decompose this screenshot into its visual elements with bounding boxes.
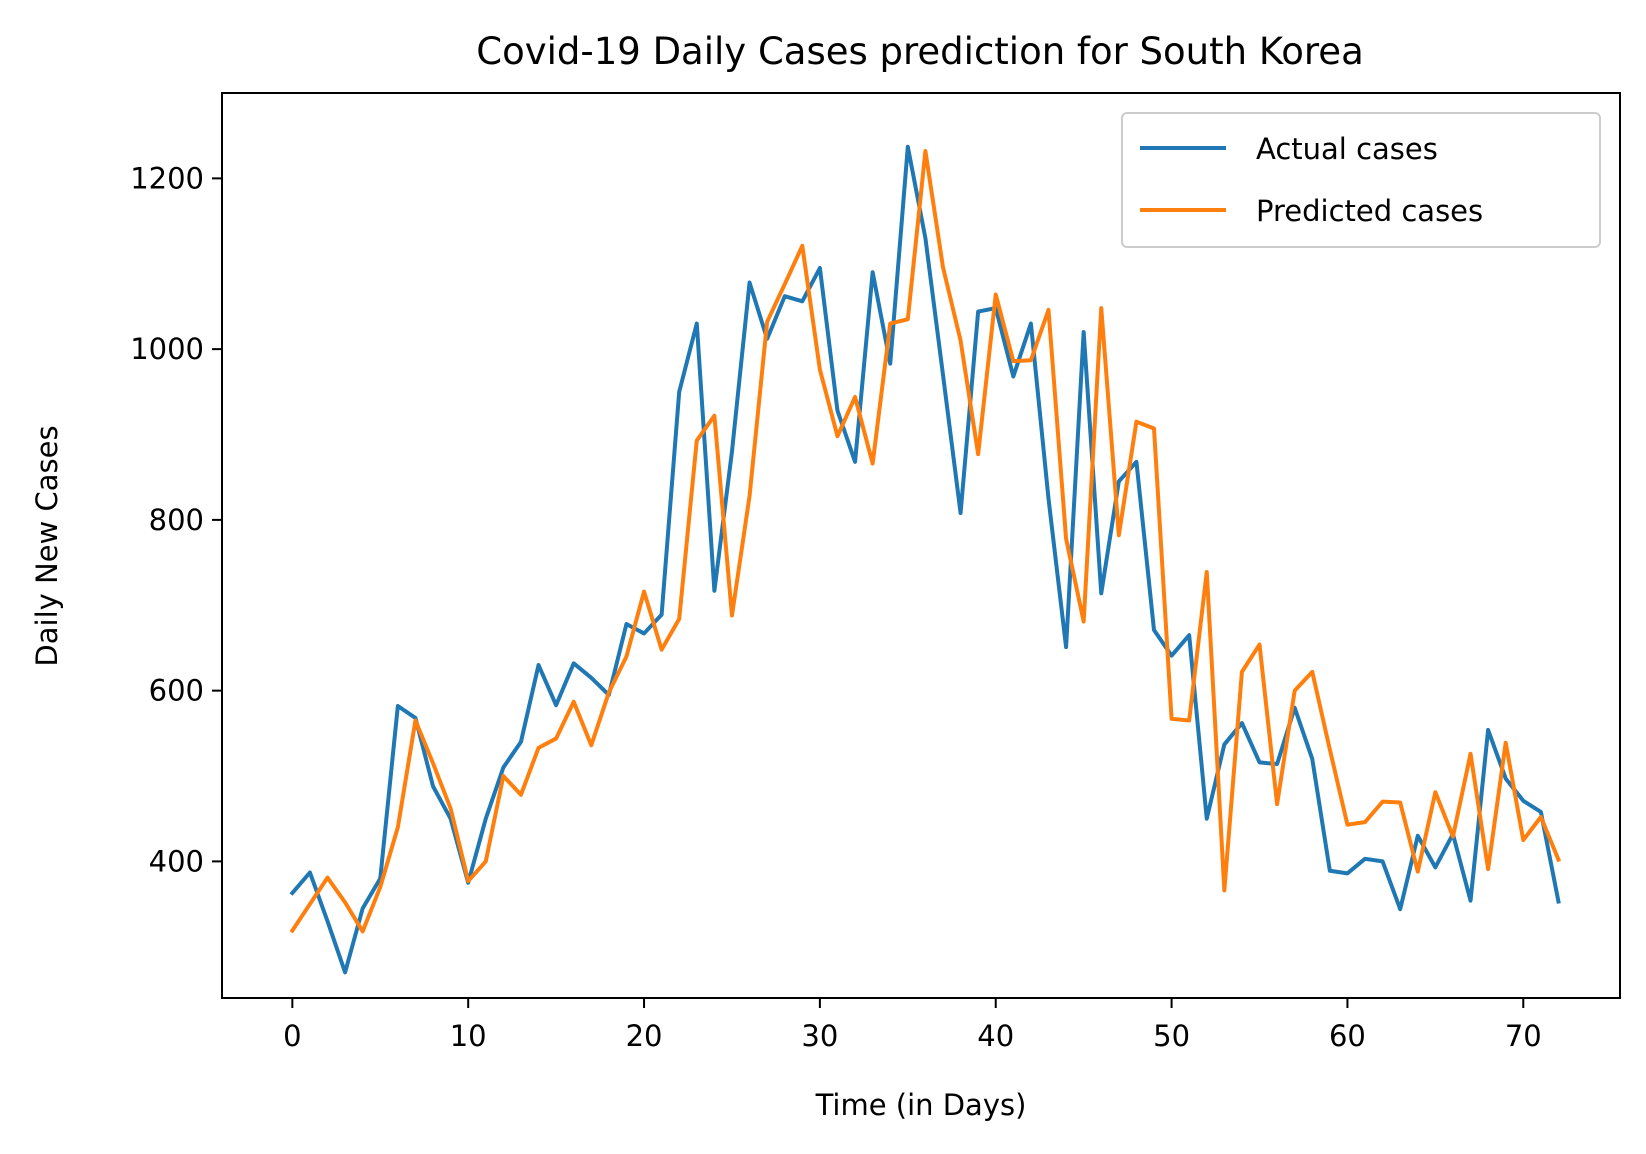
x-tick-label: 60 [1329, 1019, 1366, 1053]
legend-box [1121, 112, 1601, 248]
legend-label-predicted-cases: Predicted cases [1256, 194, 1483, 228]
x-tick-label: 40 [977, 1019, 1014, 1053]
series-line-predicted-cases [289, 149, 1562, 934]
legend: Actual cases Predicted cases [1121, 112, 1601, 248]
y-tick-label: 800 [149, 503, 204, 537]
y-axis: 400 600 800 1000 1200 [130, 161, 222, 878]
plot-frame [221, 92, 1621, 999]
series-layer [289, 144, 1562, 975]
y-tick-label: 1200 [130, 161, 204, 195]
x-tick-label: 30 [801, 1019, 838, 1053]
x-tick-label: 70 [1505, 1019, 1542, 1053]
y-tick-label: 600 [149, 674, 204, 708]
legend-label-actual-cases: Actual cases [1256, 132, 1438, 166]
x-axis: 0 10 20 30 40 50 60 70 [283, 998, 1542, 1053]
x-tick-label: 50 [1153, 1019, 1190, 1053]
x-tick-label: 20 [626, 1019, 663, 1053]
y-tick-label: 1000 [130, 332, 204, 366]
x-tick-label: 0 [283, 1019, 301, 1053]
plot-area [221, 92, 1621, 999]
y-axis-label: Daily New Cases [30, 425, 64, 666]
x-axis-label: Time (in Days) [815, 1088, 1027, 1122]
series-line-actual-cases [289, 144, 1561, 975]
chart-title: Covid-19 Daily Cases prediction for Sout… [476, 30, 1364, 73]
y-tick-label: 400 [149, 844, 204, 878]
x-tick-label: 10 [450, 1019, 487, 1053]
